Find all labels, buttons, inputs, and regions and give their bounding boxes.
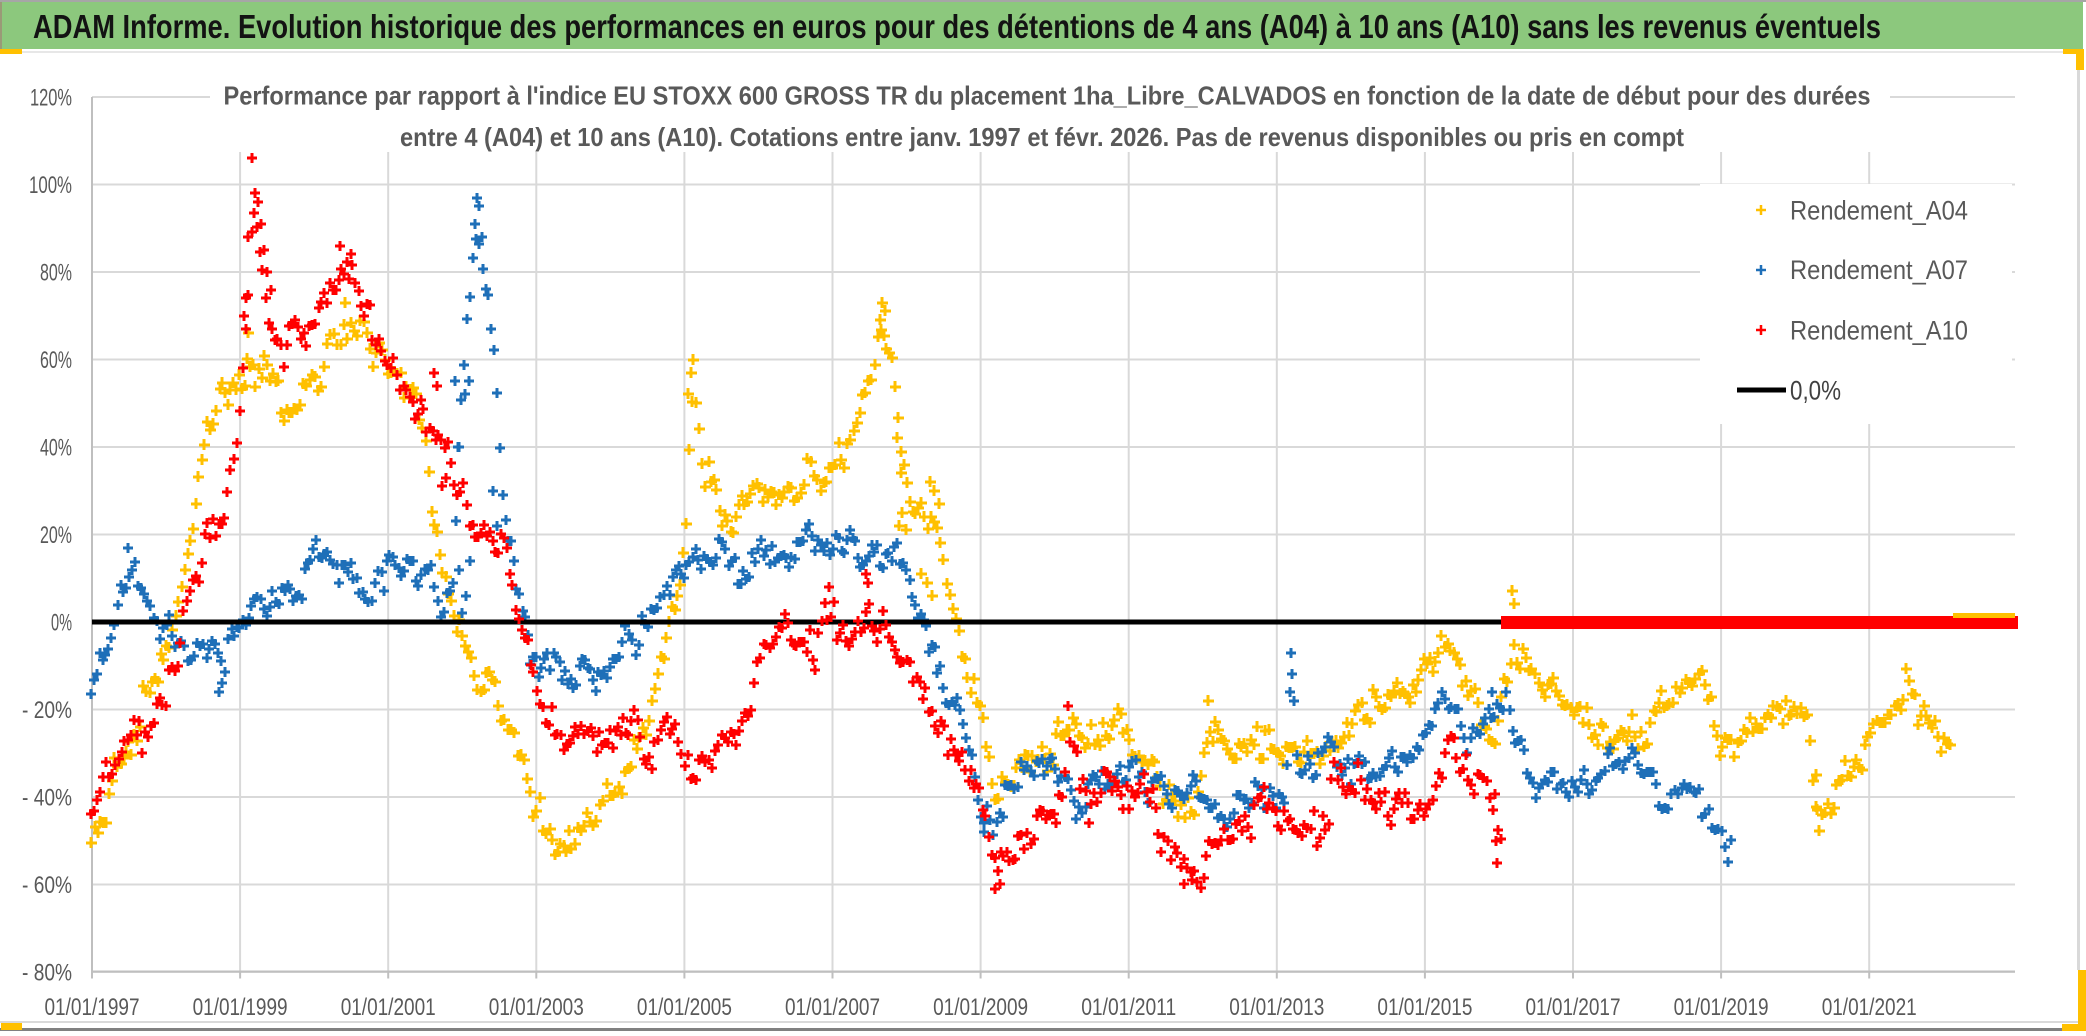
svg-text:01/01/2001: 01/01/2001 xyxy=(341,994,436,1021)
svg-text:40%: 40% xyxy=(40,435,72,462)
svg-text:01/01/2009: 01/01/2009 xyxy=(933,994,1028,1021)
svg-text:100%: 100% xyxy=(29,172,72,199)
svg-text:0%: 0% xyxy=(51,610,72,637)
svg-text:Rendement_A04: Rendement_A04 xyxy=(1790,196,1968,226)
svg-text:01/01/1997: 01/01/1997 xyxy=(45,994,140,1021)
svg-text:entre 4 (A04) et 10 ans (A10).: entre 4 (A04) et 10 ans (A10). Cotations… xyxy=(400,122,1684,152)
svg-text:20%: 20% xyxy=(40,522,72,549)
svg-text:- 60%: - 60% xyxy=(22,872,72,899)
svg-text:01/01/2011: 01/01/2011 xyxy=(1081,994,1176,1021)
svg-text:01/01/2019: 01/01/2019 xyxy=(1674,994,1769,1021)
svg-text:01/01/2013: 01/01/2013 xyxy=(1229,994,1324,1021)
svg-text:01/01/2017: 01/01/2017 xyxy=(1526,994,1621,1021)
svg-text:01/01/2021: 01/01/2021 xyxy=(1822,994,1917,1021)
svg-text:- 20%: - 20% xyxy=(22,697,72,724)
svg-text:01/01/2003: 01/01/2003 xyxy=(489,994,584,1021)
svg-text:120%: 120% xyxy=(30,85,72,112)
svg-text:01/01/2005: 01/01/2005 xyxy=(637,994,732,1021)
svg-text:01/01/2007: 01/01/2007 xyxy=(785,994,880,1021)
svg-text:Rendement_A07: Rendement_A07 xyxy=(1790,255,1968,285)
svg-text:Performance par rapport à l'in: Performance par rapport à l'indice EU ST… xyxy=(224,81,1871,111)
svg-text:ADAM Informe. Evolution histor: ADAM Informe. Evolution historique des p… xyxy=(33,8,1881,45)
svg-text:- 40%: - 40% xyxy=(22,785,72,812)
svg-text:01/01/2015: 01/01/2015 xyxy=(1377,994,1472,1021)
svg-text:80%: 80% xyxy=(40,260,72,287)
svg-text:- 80%: - 80% xyxy=(22,960,72,987)
svg-text:Rendement_A10: Rendement_A10 xyxy=(1790,316,1968,346)
svg-text:60%: 60% xyxy=(40,347,72,374)
svg-text:0,0%: 0,0% xyxy=(1790,376,1841,406)
svg-text:01/01/1999: 01/01/1999 xyxy=(193,994,288,1021)
